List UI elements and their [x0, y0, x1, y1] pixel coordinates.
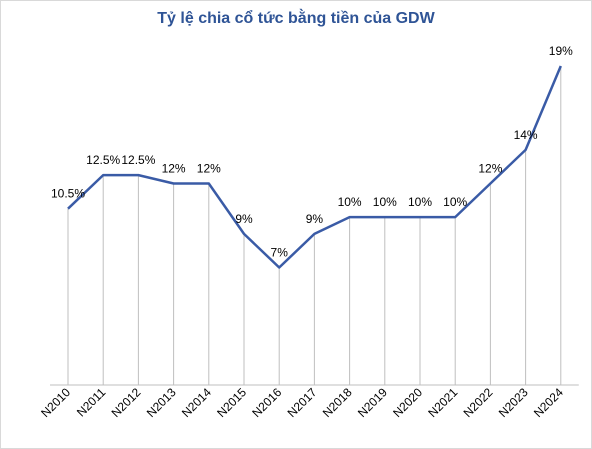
series-line [67, 65, 562, 269]
data-label: 10.5% [51, 187, 85, 201]
x-tick-label: N2011 [74, 385, 109, 420]
x-tick-label: N2010 [38, 385, 73, 420]
data-label: 10% [373, 195, 397, 209]
data-label: 9% [306, 212, 324, 226]
data-label: 7% [271, 245, 289, 259]
x-tick-label: N2022 [461, 385, 496, 420]
x-tick-label: N2020 [390, 385, 425, 420]
x-tick-label: N2024 [531, 385, 566, 420]
x-tick-label: N2015 [214, 385, 249, 420]
x-tick-label: N2021 [425, 385, 460, 420]
data-label: 10% [338, 195, 362, 209]
data-label: 9% [235, 212, 253, 226]
x-tick-label: N2012 [109, 385, 144, 420]
data-label: 10% [443, 195, 467, 209]
chart-title: Tỷ lệ chia cổ tức bằng tiền của GDW [157, 10, 435, 27]
x-tick-label: N2017 [285, 385, 320, 420]
x-tick-label: N2023 [496, 385, 531, 420]
x-tick-label: N2019 [355, 385, 390, 420]
x-tick-label: N2016 [249, 385, 284, 420]
x-tick-label: N2018 [320, 385, 355, 420]
data-label: 12.5% [121, 153, 155, 167]
x-tick-label: N2014 [179, 385, 214, 420]
data-label: 12.5% [86, 153, 120, 167]
data-label: 12% [478, 162, 502, 176]
data-label: 10% [408, 195, 432, 209]
data-label: 12% [197, 162, 221, 176]
data-label: 12% [162, 162, 186, 176]
data-label: 14% [514, 128, 538, 142]
data-label: 19% [549, 44, 573, 58]
x-tick-label: N2013 [144, 385, 179, 420]
